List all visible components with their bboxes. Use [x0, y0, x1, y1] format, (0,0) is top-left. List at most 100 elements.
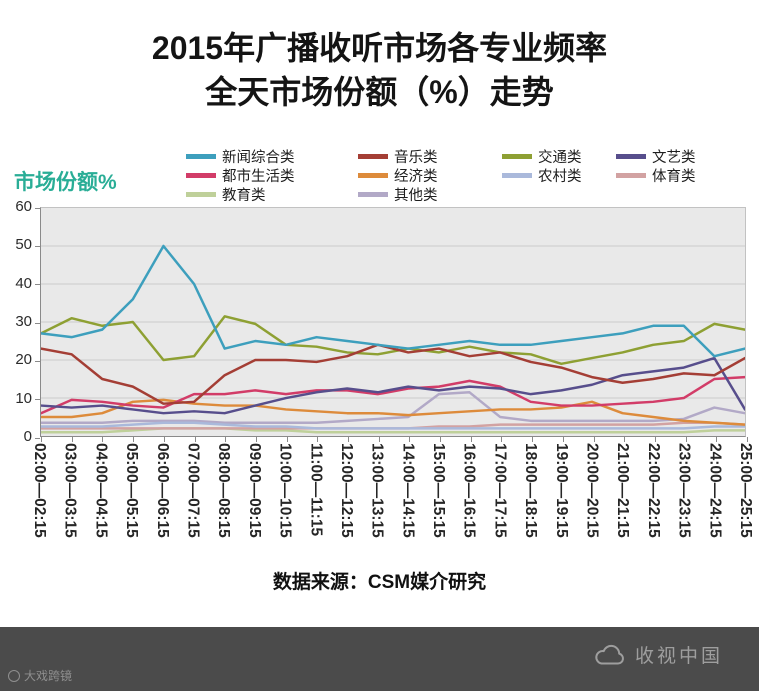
x-tick-mark [348, 437, 349, 442]
y-tick-mark [35, 322, 40, 324]
x-tick-label: 10:00—10:15 [276, 443, 294, 538]
legend-swatch [358, 172, 388, 178]
x-tick-label: 22:00—22:15 [644, 443, 662, 538]
y-tick-label: 40 [15, 274, 32, 292]
x-tick-label: 13:00—13:15 [368, 443, 386, 538]
legend-label: 音乐类 [394, 149, 438, 166]
data-source-note: 数据来源：CSM媒介研究 [272, 572, 487, 593]
legend-label: 都市生活类 [222, 168, 295, 185]
legend-item: 都市生活类 [186, 166, 358, 185]
legend-label: 文艺类 [652, 149, 696, 166]
legend-item: 体育类 [616, 166, 746, 185]
cloud-icon [595, 644, 624, 665]
x-axis: 02:00—02:15 03:00—03:15 04:00—04:15 05:00—0… [0, 443, 759, 561]
x-tick-label: 12:00—12:15 [338, 443, 355, 538]
x-tick-label: 24:00—24:15 [706, 443, 724, 538]
x-tick-mark [255, 437, 257, 442]
title-line-1: 2015年广播收听市场各专业频率 [151, 30, 608, 66]
x-tick-mark [41, 437, 42, 442]
legend-label: 农村类 [538, 168, 582, 185]
y-tick-mark [35, 399, 40, 401]
x-tick-label: 15:00—15:15 [430, 443, 447, 538]
legend-label: 体育类 [652, 168, 696, 185]
series-line [41, 375, 745, 415]
plot-area [35, 207, 748, 442]
legend-swatch [358, 153, 388, 159]
x-tick-mark [562, 437, 564, 442]
y-tick-label: 60 [15, 198, 32, 215]
x-tick-mark [654, 437, 656, 442]
x-tick-mark [163, 437, 165, 442]
x-tick-mark [440, 437, 441, 442]
x-tick-mark [378, 437, 380, 442]
x-tick-label: 14:00—14:15 [399, 443, 417, 538]
legend-swatch [186, 172, 216, 178]
legend-swatch [186, 153, 216, 159]
legend: 新闻综合类 音乐类 交通类 文艺类都市生活类 经济类 农村类 体育类教育类 其他类 [186, 147, 746, 204]
legend-item: 新闻综合类 [186, 147, 358, 166]
y-tick-label: 20 [15, 351, 32, 369]
right-watermark-text: 收视中国 [634, 646, 723, 667]
series-line [41, 343, 745, 405]
left-watermark-icon [8, 669, 20, 682]
x-tick-label: 02:00—02:15 [31, 443, 48, 538]
legend-swatch [616, 153, 646, 159]
y-tick-mark [35, 207, 40, 209]
x-tick-label: 06:00—06:15 [153, 443, 171, 538]
x-tick-mark [317, 437, 319, 442]
y-tick-label: 50 [15, 236, 32, 254]
x-tick-label: 09:00—09:15 [245, 443, 263, 538]
left-watermark-text: 大戏跨镜 [24, 669, 73, 683]
y-tick-mark [35, 437, 40, 439]
legend-item: 农村类 [502, 166, 616, 185]
legend-item: 文艺类 [616, 147, 746, 166]
x-tick-label: 20:00—20:15 [583, 443, 601, 538]
x-tick-label: 18:00—18:15 [522, 443, 540, 538]
plot-svg [41, 244, 745, 434]
x-tick-mark [225, 437, 227, 442]
legend-label: 其他类 [394, 187, 438, 204]
y-tick-label: 10 [15, 389, 32, 407]
title-line-2: 全天市场份额（%）走势 [205, 74, 554, 110]
x-tick-mark [532, 437, 534, 442]
y-tick-mark [35, 284, 40, 286]
x-tick-mark [501, 437, 503, 442]
x-tick-label: 19:00—19:15 [552, 443, 570, 538]
x-tick-mark [470, 437, 472, 442]
x-tick-label: 07:00—07:15 [184, 443, 202, 538]
x-tick-mark [747, 437, 748, 442]
series-line [41, 244, 745, 358]
legend-label: 教育类 [222, 187, 266, 204]
legend-item: 音乐类 [358, 147, 502, 166]
series-line [41, 315, 745, 366]
x-tick-label: 25:00—25:15 [737, 443, 754, 538]
y-axis: 0 10 20 30 40 50 60 [0, 198, 34, 445]
x-tick-label: 23:00—23:15 [675, 443, 693, 538]
legend-item: 经济类 [358, 166, 502, 185]
y-tick-label: 30 [15, 313, 32, 330]
legend-swatch [358, 191, 388, 197]
y-tick-mark [35, 360, 40, 362]
x-tick-mark [286, 437, 288, 442]
x-tick-mark [71, 437, 73, 442]
x-tick-mark [716, 437, 718, 442]
series-line [41, 356, 745, 415]
footer-bar: 大戏跨镜 收视中国 [0, 627, 759, 691]
legend-swatch [502, 153, 532, 159]
legend-item: 交通类 [502, 147, 616, 166]
page-title: 2015年广播收听市场各专业频率 全天市场份额（%）走势 [0, 26, 759, 114]
x-tick-mark [624, 437, 626, 442]
series-line [41, 391, 745, 424]
x-tick-mark [133, 437, 135, 442]
x-tick-mark [102, 437, 104, 442]
y-tick-label: 0 [23, 428, 32, 445]
y-tick-mark [35, 245, 40, 247]
legend-item: 其他类 [358, 185, 502, 204]
right-watermark: 收视中国 [593, 641, 723, 668]
x-tick-mark [685, 437, 687, 442]
x-tick-label: 11:00—11:15 [307, 443, 325, 537]
legend-label: 交通类 [538, 149, 582, 166]
legend-swatch [616, 172, 646, 178]
legend-swatch [502, 172, 532, 178]
